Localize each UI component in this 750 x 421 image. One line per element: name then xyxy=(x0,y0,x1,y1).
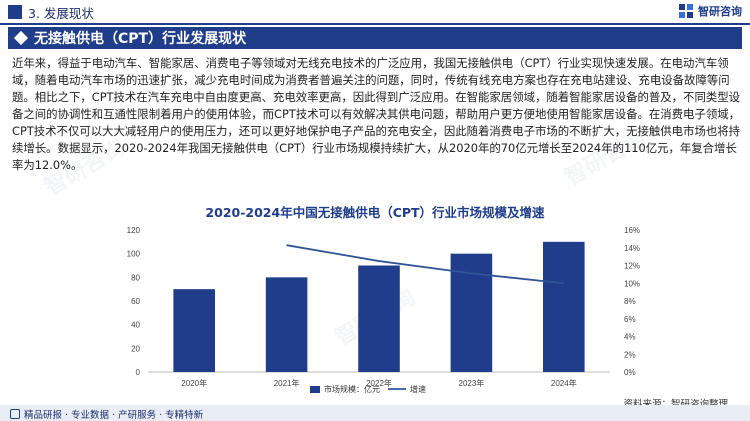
report-icon xyxy=(10,409,20,419)
y-right-tick-label: 8% xyxy=(624,297,636,306)
growth-line xyxy=(286,244,564,285)
y-left-tick-label: 60 xyxy=(131,297,140,306)
chart: 0 20 40 60 80 100 120 0% 2% 4% 6% 8% 10% 12% 14% 16% 202… xyxy=(127,226,640,394)
y-left-tick-label: 20 xyxy=(131,344,140,353)
y-left-tick-label: 100 xyxy=(127,250,141,259)
banner-title: 无接触供电（CPT）行业发展现状 xyxy=(34,31,247,47)
x-tick-label: 2021年 xyxy=(274,378,300,388)
section-label: 3. 发展现状 xyxy=(0,2,94,22)
legend-line-label: 增速 xyxy=(410,384,426,394)
brand[interactable]: 智研咨询 xyxy=(678,3,742,19)
bar xyxy=(543,241,585,372)
y-left-tick-label: 0 xyxy=(136,368,141,377)
chart-title: 2020-2024年中国无接触供电（CPT）行业市场规模及增速 xyxy=(205,205,545,220)
footer-bar xyxy=(0,405,750,421)
y-right-tick-label: 4% xyxy=(624,333,636,342)
y-right-tick-label: 0% xyxy=(624,368,636,377)
y-right-tick-label: 10% xyxy=(624,279,640,288)
x-tick-label: 2020年 xyxy=(181,378,207,388)
x-tick-label: 2022年 xyxy=(366,378,392,388)
y-right-tick-label: 6% xyxy=(624,315,636,324)
body-paragraph: 近年来，得益于电动汽车、智能家居、消费电子等领域对无线充电技术的广泛应用，我国无… xyxy=(12,56,741,172)
x-tick-label: 2024年 xyxy=(551,378,577,388)
title-banner: 无接触供电（CPT）行业发展现状 xyxy=(8,27,742,49)
legend-bar-label: 市场规模：亿元 xyxy=(324,384,380,394)
top-divider xyxy=(0,23,750,25)
y-right-tick-label: 14% xyxy=(624,244,640,253)
top-bar: 3. 发展现状 智研咨询 xyxy=(0,0,750,25)
section-chip-icon xyxy=(8,5,22,19)
footer: 精品研报 · 专业数据 · 产研服务 · 专精特新 xyxy=(10,407,203,421)
x-tick-label: 2023年 xyxy=(459,378,485,388)
brand-logo-icon xyxy=(679,4,693,18)
legend-bar-swatch xyxy=(310,386,320,393)
bar xyxy=(173,289,215,372)
footer-tagline: 精品研报 · 专业数据 · 产研服务 · 专精特新 xyxy=(24,410,204,421)
y-right-tick-label: 12% xyxy=(624,262,640,271)
diamond-icon xyxy=(13,30,29,46)
y-left-tick-label: 120 xyxy=(127,226,141,235)
bar xyxy=(265,277,308,372)
y-right-tick-label: 2% xyxy=(624,350,636,359)
section-title: 3. 发展现状 xyxy=(28,5,94,21)
source-note: 资料来源：智研咨询整理 xyxy=(623,396,728,410)
y-left-tick-label: 80 xyxy=(131,273,140,282)
y-left-tick-label: 40 xyxy=(131,321,140,330)
bar xyxy=(358,265,400,372)
y-right-tick-label: 16% xyxy=(624,226,640,235)
brand-name: 智研咨询 xyxy=(698,5,742,18)
